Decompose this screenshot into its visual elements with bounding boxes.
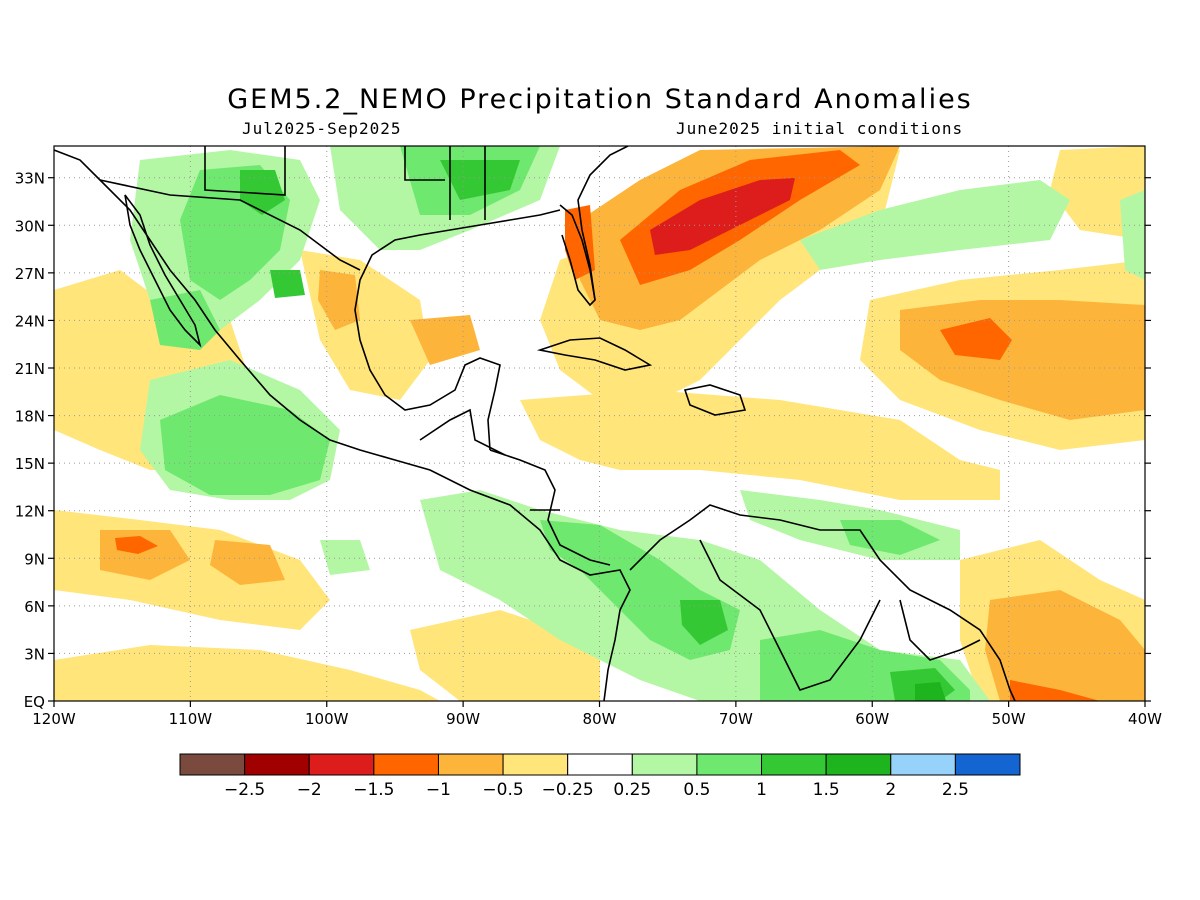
legend-label: 0.25	[613, 780, 651, 800]
legend-label: −1.5	[353, 780, 394, 800]
border-central-america	[419, 408, 560, 511]
coastlines	[54, 146, 1016, 701]
yellow-region-caribbean	[520, 390, 1000, 500]
darkorange-region-pacific	[115, 536, 158, 554]
red-region-atlantic	[650, 178, 795, 255]
anomaly-field	[54, 146, 1145, 701]
lightgreen-region-pacific-south	[320, 540, 370, 575]
y-tick-label: 33N	[15, 170, 45, 188]
midgreen-region-colombia	[680, 600, 728, 645]
legend-swatch	[502, 753, 569, 776]
y-tick-label: 15N	[15, 455, 45, 473]
y-tick-label: 9N	[24, 550, 45, 568]
x-tick-label: 90W	[446, 710, 480, 728]
orange-region-pacific-mid	[210, 540, 285, 585]
midgreen-region-mexico	[240, 170, 285, 215]
border-us-mexico	[99, 179, 361, 271]
border-venezuela	[699, 539, 881, 691]
grid-lines	[54, 146, 1145, 701]
initial-conditions: June2025 initial conditions	[676, 119, 964, 138]
legend-swatch	[244, 753, 310, 776]
legend-swatch	[631, 753, 698, 776]
chart-title: GEM5.2_NEMO Precipitation Standard Anoma…	[227, 84, 973, 115]
x-tick-label: 110W	[169, 710, 213, 728]
y-axis: EQ 3N 6N 9N 12N 15N 18N 21N 24N 27N 30N 33N	[15, 170, 1151, 711]
orange-region-yucatan	[410, 315, 480, 365]
x-tick-label: 70W	[719, 710, 753, 728]
lightgreen-region-far-east	[1120, 190, 1145, 280]
legend-label: 0.5	[683, 780, 710, 800]
legend-label: 1.5	[813, 780, 840, 800]
y-tick-label: 24N	[15, 312, 45, 330]
border-guianas	[899, 599, 981, 661]
legend-label: −0.25	[542, 780, 594, 800]
coastline-atlantic-us	[577, 146, 629, 301]
coastline-central-america	[489, 449, 611, 566]
legend-label: 1	[756, 780, 767, 800]
y-tick-label: 27N	[15, 265, 45, 283]
legend-swatch	[696, 753, 763, 776]
y-tick-label: EQ	[24, 693, 45, 711]
x-axis: 120W 110W 100W 90W 80W 70W 60W 50W 40W	[32, 701, 1162, 728]
coastline-gulf	[354, 209, 561, 451]
legend-swatch	[373, 753, 439, 776]
green-region-pacific	[160, 395, 330, 495]
coastline-cuba	[536, 337, 653, 371]
legend-label: −1	[426, 780, 451, 800]
border-us-states	[204, 146, 486, 220]
x-tick-label: 40W	[1128, 710, 1162, 728]
legend-label: 2	[885, 780, 896, 800]
valid-period: Jul2025-Sep2025	[242, 119, 402, 138]
legend-label: −2	[297, 780, 322, 800]
y-tick-label: 3N	[24, 645, 45, 663]
darkorange-region-brazil-coast	[1010, 680, 1100, 701]
color-legend: −2.5 −2 −1.5 −1 −0.5 −0.25 0.25 0.5 1 1.5 2 2.5	[179, 753, 1021, 800]
legend-label: −2.5	[224, 780, 265, 800]
coastline-baja	[124, 194, 202, 348]
darkorange-region-east	[940, 318, 1012, 360]
x-tick-label: 100W	[305, 710, 349, 728]
midgreen-region-gulf-north	[440, 160, 520, 200]
x-tick-label: 60W	[855, 710, 889, 728]
y-tick-label: 30N	[15, 217, 45, 235]
y-tick-label: 6N	[24, 598, 45, 616]
legend-swatch	[437, 753, 504, 776]
legend-swatch	[308, 753, 375, 776]
green-region-venezuela	[840, 520, 940, 555]
legend-swatch	[825, 753, 892, 776]
coastline-hispaniola	[683, 384, 747, 416]
coastline-south-america	[629, 504, 1016, 701]
legend-swatch	[179, 753, 246, 776]
legend-swatch	[890, 753, 956, 776]
darkgreen-region-guiana	[915, 682, 946, 701]
legend-label: −0.5	[482, 780, 523, 800]
yellow-region-equator-pacific	[54, 645, 440, 701]
x-tick-label: 120W	[32, 710, 76, 728]
legend-swatch	[761, 753, 827, 776]
x-tick-label: 50W	[992, 710, 1026, 728]
coastline-pacific	[54, 149, 631, 701]
legend-swatch	[954, 753, 1021, 776]
y-tick-label: 12N	[15, 503, 45, 521]
orange-region-gulf-coast	[318, 270, 360, 330]
x-tick-label: 80W	[583, 710, 617, 728]
legend-swatch	[567, 753, 633, 776]
midgreen-region-west	[270, 270, 305, 298]
legend-label: 2.5	[942, 780, 969, 800]
y-tick-label: 18N	[15, 408, 45, 426]
orange-region-south-east	[985, 590, 1145, 701]
y-tick-label: 21N	[15, 360, 45, 378]
